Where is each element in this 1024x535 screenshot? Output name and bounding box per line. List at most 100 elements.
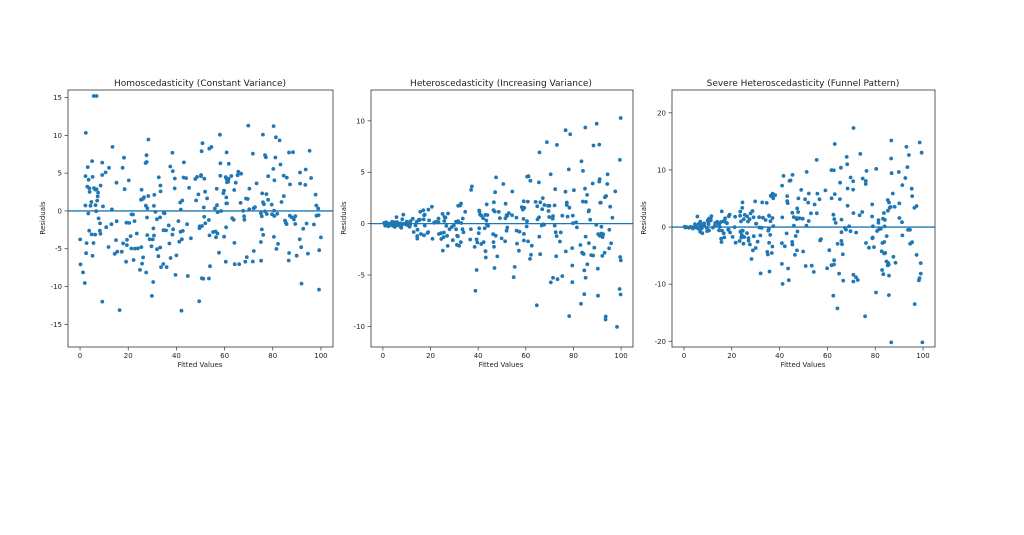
data-point <box>309 176 313 180</box>
data-point <box>136 246 140 251</box>
data-point <box>728 230 732 235</box>
y-tick-label: -20 <box>655 338 666 346</box>
data-point <box>545 140 549 145</box>
data-point <box>176 219 181 224</box>
data-point <box>232 188 237 192</box>
data-point <box>170 169 175 174</box>
data-point <box>538 252 543 257</box>
data-point <box>96 190 100 195</box>
data-point <box>890 191 895 196</box>
data-point <box>838 197 842 202</box>
data-point <box>572 188 576 193</box>
data-point <box>98 183 103 188</box>
data-point <box>512 265 517 269</box>
data-point <box>583 234 588 239</box>
data-point <box>94 94 99 98</box>
data-point <box>461 230 466 235</box>
data-point <box>292 217 296 222</box>
data-point <box>304 221 309 226</box>
data-point <box>782 244 787 249</box>
data-point <box>882 224 887 229</box>
data-point <box>727 212 732 217</box>
data-point <box>835 241 840 246</box>
data-point <box>526 239 530 244</box>
data-point <box>223 259 228 264</box>
data-point <box>97 228 102 233</box>
data-point <box>401 212 406 217</box>
data-point <box>266 197 270 202</box>
data-point <box>179 308 184 313</box>
data-point <box>773 193 778 198</box>
x-tick-label: 60 <box>823 352 832 360</box>
data-point <box>726 227 731 232</box>
y-tick-label: -10 <box>354 323 365 331</box>
data-point <box>875 229 879 233</box>
data-point <box>237 262 242 267</box>
data-point <box>705 229 709 234</box>
data-point <box>98 231 103 236</box>
data-point <box>168 164 173 169</box>
scatter-points <box>682 126 925 345</box>
data-point <box>441 235 446 240</box>
data-point <box>560 213 565 218</box>
data-point <box>288 182 292 187</box>
data-point <box>529 243 534 248</box>
data-point <box>222 234 227 239</box>
x-tick-label: 0 <box>682 352 686 360</box>
data-point <box>86 177 91 182</box>
data-point <box>733 214 737 219</box>
data-point <box>567 314 572 318</box>
data-point <box>455 233 460 238</box>
data-point <box>98 221 102 226</box>
data-point <box>100 299 105 304</box>
data-point <box>584 200 588 204</box>
data-point <box>78 262 83 267</box>
data-point <box>422 233 426 238</box>
data-point <box>124 220 129 225</box>
data-point <box>851 279 856 284</box>
data-point <box>522 205 527 210</box>
data-point <box>554 234 559 239</box>
data-point <box>261 233 266 237</box>
data-point <box>275 211 280 216</box>
data-point <box>261 132 265 137</box>
data-point <box>609 241 613 246</box>
data-point <box>758 271 763 276</box>
data-point <box>215 203 219 208</box>
data-point <box>117 308 122 312</box>
data-point <box>780 282 785 286</box>
data-point <box>138 268 142 272</box>
data-point <box>208 264 212 269</box>
data-point <box>596 232 601 237</box>
data-point <box>570 280 575 285</box>
data-point <box>507 211 511 216</box>
data-point <box>904 144 909 149</box>
data-point <box>298 181 302 186</box>
data-point <box>851 211 856 216</box>
data-point <box>141 255 146 260</box>
data-point <box>454 227 458 232</box>
data-point <box>440 248 445 253</box>
data-point <box>806 219 811 223</box>
data-point <box>918 261 923 265</box>
data-point <box>459 201 463 206</box>
x-axis-label: Fitted Values <box>781 361 826 369</box>
data-point <box>456 203 461 208</box>
data-point <box>746 219 750 224</box>
data-point <box>197 299 202 304</box>
data-point <box>880 241 885 245</box>
data-point <box>707 216 711 221</box>
x-tick-label: 100 <box>916 352 929 360</box>
data-point <box>851 126 856 130</box>
data-point <box>247 207 252 212</box>
data-point <box>610 215 615 220</box>
data-point <box>472 245 477 249</box>
data-point <box>232 262 237 267</box>
data-point <box>303 183 308 187</box>
data-point <box>815 191 820 196</box>
data-point <box>760 200 765 205</box>
data-point <box>793 234 798 238</box>
data-point <box>242 214 247 219</box>
data-point <box>314 203 319 208</box>
data-point <box>84 241 89 246</box>
